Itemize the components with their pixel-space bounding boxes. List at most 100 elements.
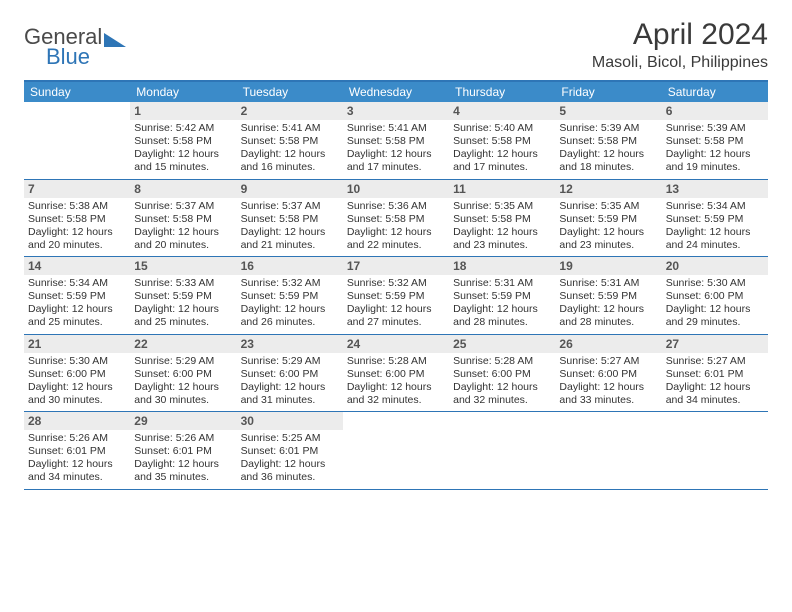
day-info: Sunrise: 5:37 AMSunset: 5:58 PMDaylight:… — [241, 200, 339, 253]
day-info: Sunrise: 5:32 AMSunset: 5:59 PMDaylight:… — [241, 277, 339, 330]
day-cell: 11 Sunrise: 5:35 AMSunset: 5:58 PMDayligh… — [449, 180, 555, 257]
sunset-text: Sunset: 5:58 PM — [347, 135, 445, 148]
day-number: 26 — [555, 335, 661, 353]
day-number: 28 — [24, 412, 130, 430]
calendar: Sunday Monday Tuesday Wednesday Thursday… — [24, 80, 768, 490]
day-cell: . — [343, 412, 449, 489]
day-header-row: Sunday Monday Tuesday Wednesday Thursday… — [24, 82, 768, 102]
brand-logo: General Blue — [24, 24, 126, 70]
day-number: 6 — [662, 102, 768, 120]
day-info: Sunrise: 5:41 AMSunset: 5:58 PMDaylight:… — [241, 122, 339, 175]
sunset-text: Sunset: 5:58 PM — [347, 213, 445, 226]
sunrise-text: Sunrise: 5:26 AM — [134, 432, 232, 445]
day-info: Sunrise: 5:38 AMSunset: 5:58 PMDaylight:… — [28, 200, 126, 253]
sunset-text: Sunset: 5:59 PM — [453, 290, 551, 303]
day-cell: 26 Sunrise: 5:27 AMSunset: 6:00 PMDayligh… — [555, 335, 661, 412]
day-number: 2 — [237, 102, 343, 120]
day-info: Sunrise: 5:30 AMSunset: 6:00 PMDaylight:… — [666, 277, 764, 330]
day-info: Sunrise: 5:40 AMSunset: 5:58 PMDaylight:… — [453, 122, 551, 175]
sunset-text: Sunset: 5:59 PM — [241, 290, 339, 303]
day-number: 21 — [24, 335, 130, 353]
sunset-text: Sunset: 5:58 PM — [666, 135, 764, 148]
day-header: Thursday — [449, 82, 555, 102]
day-number: . — [24, 102, 130, 120]
sunset-text: Sunset: 5:58 PM — [453, 135, 551, 148]
day-info: Sunrise: 5:27 AMSunset: 6:00 PMDaylight:… — [559, 355, 657, 408]
sunset-text: Sunset: 5:59 PM — [666, 213, 764, 226]
location-subtitle: Masoli, Bicol, Philippines — [592, 54, 768, 72]
sunrise-text: Sunrise: 5:41 AM — [241, 122, 339, 135]
daylight-text: Daylight: 12 hours and 17 minutes. — [347, 148, 445, 174]
sunrise-text: Sunrise: 5:38 AM — [28, 200, 126, 213]
day-info: Sunrise: 5:27 AMSunset: 6:01 PMDaylight:… — [666, 355, 764, 408]
daylight-text: Daylight: 12 hours and 32 minutes. — [347, 381, 445, 407]
day-info: Sunrise: 5:34 AMSunset: 5:59 PMDaylight:… — [28, 277, 126, 330]
day-cell: 19Sunrise: 5:31 AMSunset: 5:59 PMDayligh… — [555, 257, 661, 334]
brand-blue: Blue — [46, 44, 90, 70]
sunset-text: Sunset: 5:58 PM — [559, 135, 657, 148]
sunset-text: Sunset: 5:59 PM — [347, 290, 445, 303]
page-title: April 2024 — [592, 18, 768, 52]
sunset-text: Sunset: 5:58 PM — [134, 213, 232, 226]
week-row: .1Sunrise: 5:42 AMSunset: 5:58 PMDayligh… — [24, 102, 768, 179]
daylight-text: Daylight: 12 hours and 29 minutes. — [666, 303, 764, 329]
day-info: Sunrise: 5:37 AMSunset: 5:58 PMDaylight:… — [134, 200, 232, 253]
day-info: Sunrise: 5:26 AMSunset: 6:01 PMDaylight:… — [134, 432, 232, 485]
sunrise-text: Sunrise: 5:34 AM — [28, 277, 126, 290]
sunset-text: Sunset: 6:00 PM — [453, 368, 551, 381]
day-number: 12 — [555, 180, 661, 198]
sunrise-text: Sunrise: 5:35 AM — [559, 200, 657, 213]
day-cell: 18Sunrise: 5:31 AMSunset: 5:59 PMDayligh… — [449, 257, 555, 334]
day-cell: 9Sunrise: 5:37 AMSunset: 5:58 PMDaylight… — [237, 180, 343, 257]
daylight-text: Daylight: 12 hours and 28 minutes. — [453, 303, 551, 329]
day-number: 4 — [449, 102, 555, 120]
day-info: Sunrise: 5:31 AMSunset: 5:59 PMDaylight:… — [559, 277, 657, 330]
sunset-text: Sunset: 6:00 PM — [28, 368, 126, 381]
day-cell: 27Sunrise: 5:27 AMSunset: 6:01 PMDayligh… — [662, 335, 768, 412]
sunrise-text: Sunrise: 5:32 AM — [241, 277, 339, 290]
sunrise-text: Sunrise: 5:39 AM — [666, 122, 764, 135]
sunset-text: Sunset: 5:59 PM — [559, 290, 657, 303]
daylight-text: Daylight: 12 hours and 30 minutes. — [28, 381, 126, 407]
sunset-text: Sunset: 6:00 PM — [241, 368, 339, 381]
day-cell: 15 Sunrise: 5:33 AMSunset: 5:59 PMDayligh… — [130, 257, 236, 334]
day-info: Sunrise: 5:29 AMSunset: 6:00 PMDaylight:… — [134, 355, 232, 408]
daylight-text: Daylight: 12 hours and 34 minutes. — [666, 381, 764, 407]
day-cell: 12 Sunrise: 5:35 AMSunset: 5:59 PMDayligh… — [555, 180, 661, 257]
day-info: Sunrise: 5:35 AMSunset: 5:58 PMDaylight:… — [453, 200, 551, 253]
day-cell: 22Sunrise: 5:29 AMSunset: 6:00 PMDayligh… — [130, 335, 236, 412]
daylight-text: Daylight: 12 hours and 27 minutes. — [347, 303, 445, 329]
sunrise-text: Sunrise: 5:28 AM — [453, 355, 551, 368]
daylight-text: Daylight: 12 hours and 23 minutes. — [453, 226, 551, 252]
day-number: 15 — [130, 257, 236, 275]
sunrise-text: Sunrise: 5:39 AM — [559, 122, 657, 135]
day-info: Sunrise: 5:41 AMSunset: 5:58 PMDaylight:… — [347, 122, 445, 175]
day-number: . — [449, 412, 555, 430]
header: General Blue April 2024 Masoli, Bicol, P… — [24, 18, 768, 72]
day-info: Sunrise: 5:33 AMSunset: 5:59 PMDaylight:… — [134, 277, 232, 330]
sunrise-text: Sunrise: 5:25 AM — [241, 432, 339, 445]
day-number: 20 — [662, 257, 768, 275]
day-header: Tuesday — [237, 82, 343, 102]
day-cell: 3Sunrise: 5:41 AMSunset: 5:58 PMDaylight… — [343, 102, 449, 179]
day-number: 29 — [130, 412, 236, 430]
sunrise-text: Sunrise: 5:42 AM — [134, 122, 232, 135]
sunrise-text: Sunrise: 5:34 AM — [666, 200, 764, 213]
title-block: April 2024 Masoli, Bicol, Philippines — [592, 18, 768, 72]
day-number: 14 — [24, 257, 130, 275]
daylight-text: Daylight: 12 hours and 17 minutes. — [453, 148, 551, 174]
day-cell: 13Sunrise: 5:34 AMSunset: 5:59 PMDayligh… — [662, 180, 768, 257]
sunset-text: Sunset: 5:58 PM — [241, 213, 339, 226]
sunset-text: Sunset: 6:00 PM — [559, 368, 657, 381]
sunset-text: Sunset: 6:00 PM — [666, 290, 764, 303]
day-cell: 24Sunrise: 5:28 AMSunset: 6:00 PMDayligh… — [343, 335, 449, 412]
day-info: Sunrise: 5:32 AMSunset: 5:59 PMDaylight:… — [347, 277, 445, 330]
day-info: Sunrise: 5:36 AMSunset: 5:58 PMDaylight:… — [347, 200, 445, 253]
daylight-text: Daylight: 12 hours and 23 minutes. — [559, 226, 657, 252]
day-cell: 17Sunrise: 5:32 AMSunset: 5:59 PMDayligh… — [343, 257, 449, 334]
day-number: 7 — [24, 180, 130, 198]
day-number: 11 — [449, 180, 555, 198]
sunset-text: Sunset: 5:58 PM — [134, 135, 232, 148]
sunset-text: Sunset: 5:59 PM — [559, 213, 657, 226]
daylight-text: Daylight: 12 hours and 28 minutes. — [559, 303, 657, 329]
